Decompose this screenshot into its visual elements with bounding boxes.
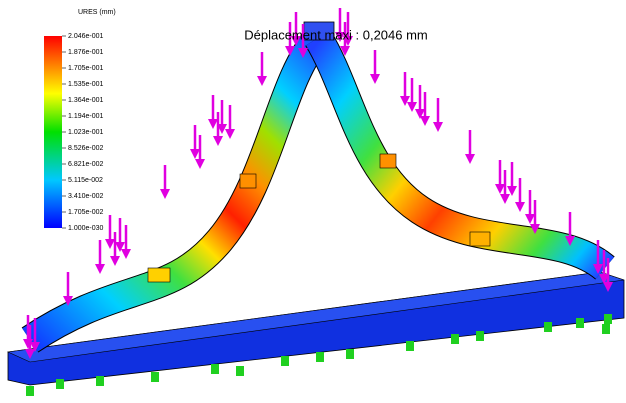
legend-label: 1.194e-001 <box>68 113 104 120</box>
load-arrow-head <box>500 194 510 204</box>
fixture <box>151 372 159 382</box>
load-arrow-head <box>121 249 131 259</box>
legend-label: 5.115e-002 <box>68 177 103 184</box>
legend-colorbar <box>44 36 62 228</box>
fixture <box>281 356 289 366</box>
fixture <box>26 386 34 396</box>
fixture <box>602 324 610 334</box>
load-arrow-head <box>110 256 120 266</box>
legend-label: 1.023e-001 <box>68 129 104 136</box>
fixture <box>406 341 414 351</box>
load-arrow-head <box>370 74 380 84</box>
simulation-view: URES (mm) 2.046e-001 1.876e-001 1.705e-001… <box>0 0 626 403</box>
legend-label: 1.876e-001 <box>68 49 104 56</box>
load-arrow-head <box>515 202 525 212</box>
fixture <box>451 334 459 344</box>
load-arrow-head <box>208 119 218 129</box>
load-arrow-head <box>495 184 505 194</box>
legend-label: 1.364e-001 <box>68 97 104 104</box>
load-arrow-head <box>160 189 170 199</box>
load-arrow-head <box>407 102 417 112</box>
legend-label: 1.000e-030 <box>68 225 104 232</box>
load-arrow-head <box>433 122 443 132</box>
fixture <box>236 366 244 376</box>
load-arrow-head <box>225 129 235 139</box>
legend-title: URES (mm) <box>78 9 116 16</box>
legend-label: 1.535e-001 <box>68 81 104 88</box>
tab <box>240 174 256 188</box>
fixture <box>476 331 484 341</box>
load-arrow-head <box>213 136 223 146</box>
fixture <box>56 379 64 389</box>
max-displacement-title: Déplacement maxi : 0,2046 mm <box>244 27 428 42</box>
fixture <box>96 376 104 386</box>
fixture <box>604 314 612 324</box>
legend-label: 1.705e-001 <box>68 65 104 72</box>
legend-label: 8.526e-002 <box>68 145 104 152</box>
legend-label: 3.410e-002 <box>68 193 104 200</box>
load-arrow-head <box>465 154 475 164</box>
load-arrow-head <box>525 214 535 224</box>
load-arrow-head <box>195 159 205 169</box>
right-arm <box>318 38 605 268</box>
legend-labels: 2.046e-001 1.876e-001 1.705e-001 1.535e-001… <box>62 33 104 232</box>
fixture <box>316 352 324 362</box>
tab <box>380 154 396 168</box>
fixture <box>576 318 584 328</box>
fixture <box>346 349 354 359</box>
load-arrow-head <box>257 76 267 86</box>
load-arrow-head <box>420 116 430 126</box>
tab <box>148 268 170 282</box>
fixture <box>544 322 552 332</box>
legend-label: 6.821e-002 <box>68 161 104 168</box>
load-arrow-head <box>95 264 105 274</box>
legend-label: 1.705e-002 <box>68 209 104 216</box>
load-arrow-head <box>190 149 200 159</box>
tab <box>470 232 490 246</box>
fixture <box>211 364 219 374</box>
legend-label: 2.046e-001 <box>68 33 104 40</box>
load-arrow-head <box>105 239 115 249</box>
